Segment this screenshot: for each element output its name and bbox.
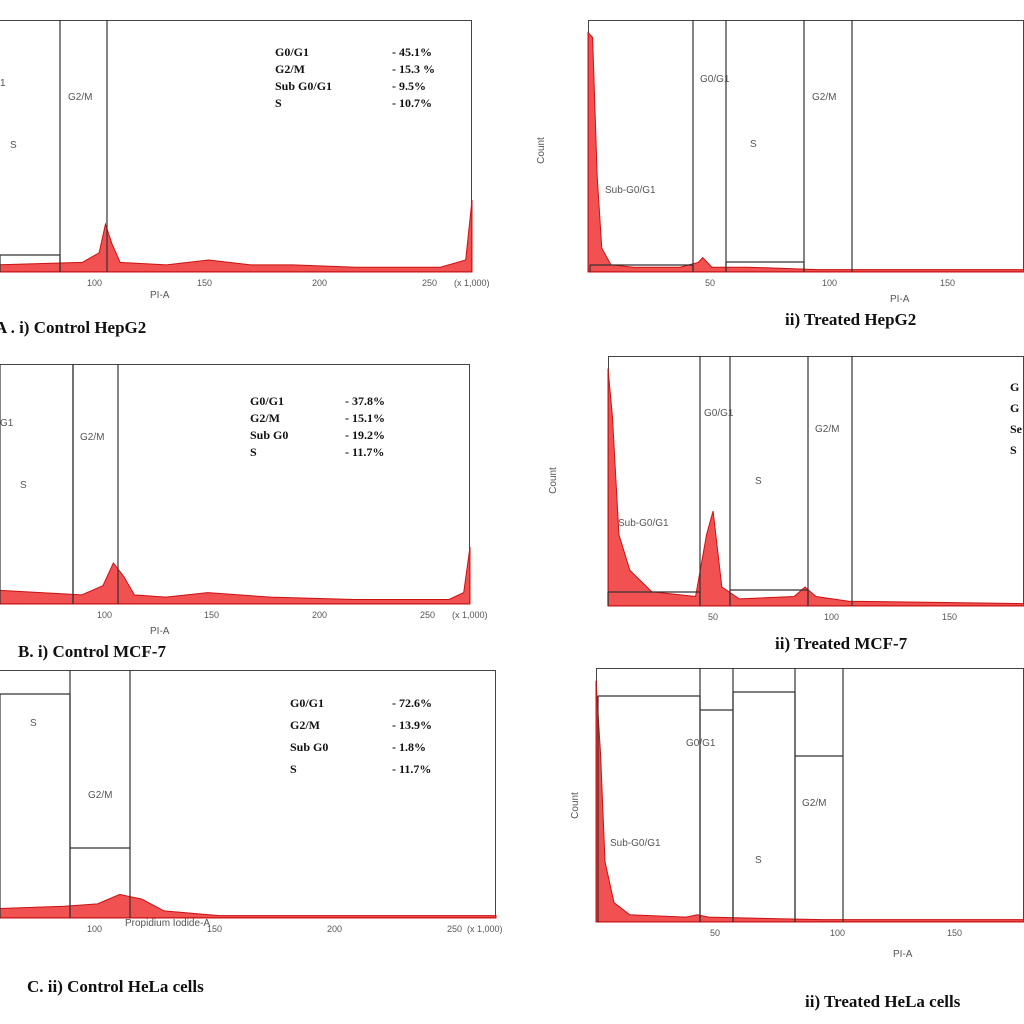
x-tick-label: 100: [824, 612, 840, 622]
gate-label: S: [755, 476, 762, 487]
plot-frame: [0, 670, 496, 918]
x-tick-label: 150: [942, 612, 958, 622]
x-tick-label: (x 1,000): [467, 924, 503, 934]
x-tick-label: (x 1,000): [454, 278, 490, 288]
x-tick-label: 200: [312, 278, 328, 288]
chart-title: ii) Treated MCF-7: [775, 634, 908, 653]
x-tick-label: 200: [327, 924, 343, 934]
gate-label: G2/M: [812, 92, 837, 103]
x-axis-label: Propidium Iodide-A: [125, 918, 211, 929]
gate-label: Sub-G0/G1: [610, 838, 661, 849]
stat-name: Sub G0/G1: [275, 79, 333, 93]
stat-value: - 72.6%: [392, 696, 432, 710]
plot-frame: [0, 20, 472, 272]
stat-name: G2/M: [290, 718, 320, 732]
x-tick-label: 150: [207, 924, 223, 934]
y-axis-label: Count: [569, 792, 581, 819]
stat-value: - 1.8%: [392, 740, 426, 754]
gate-label: G2/M: [80, 432, 105, 443]
x-tick-label: 250: [447, 924, 463, 934]
gate-label: G2/M: [88, 790, 113, 801]
stat-value: - 11.7%: [392, 762, 432, 776]
x-tick-label: 150: [204, 610, 220, 620]
x-axis-label: PI-A: [890, 294, 910, 305]
x-tick-label: 100: [87, 278, 103, 288]
stat-name: G2/M: [275, 62, 305, 76]
stat-name: Sub G0: [250, 428, 289, 442]
gate-label: G2/M: [815, 424, 840, 435]
x-axis-label: PI-A: [150, 290, 170, 301]
x-tick-label: 150: [940, 278, 956, 288]
histogram-area: [595, 680, 1024, 923]
gate-label: G0/G1: [686, 738, 716, 749]
stat-name: G0/G1: [275, 45, 310, 59]
plot-frame: [588, 20, 1024, 272]
stat-value: - 11.7%: [345, 445, 385, 459]
x-axis-label: PI-A: [893, 949, 913, 960]
x-tick-label: 250: [422, 278, 438, 288]
histogram-area: [0, 200, 473, 273]
gate-label: G0/G1: [704, 408, 734, 419]
stat-value: - 10.7%: [392, 96, 432, 110]
stat-name: Se: [1010, 422, 1022, 436]
stat-value: - 19.2%: [345, 428, 385, 442]
stat-value: - 45.1%: [392, 45, 432, 59]
stat-name: G: [1010, 401, 1020, 415]
x-tick-label: 250: [420, 610, 436, 620]
gate-label: G2/M: [68, 92, 93, 103]
gate-label: G2/M: [802, 798, 827, 809]
stat-value: - 15.1%: [345, 411, 385, 425]
stat-name: G0/G1: [290, 696, 325, 710]
gate-label: S: [750, 139, 757, 150]
gate-label: S: [20, 480, 27, 491]
chart-title: ii) Treated HepG2: [785, 310, 917, 329]
stat-name: G2/M: [250, 411, 280, 425]
x-tick-label: 50: [705, 278, 716, 288]
stat-name: Sub G0: [290, 740, 329, 754]
x-tick-label: 50: [708, 612, 719, 622]
stat-name: S: [250, 445, 257, 459]
x-tick-label: 50: [710, 928, 721, 938]
stat-name: S: [275, 96, 282, 110]
plot-frame: [596, 668, 1024, 922]
plot-frame: [0, 364, 470, 604]
x-tick-label: 150: [197, 278, 213, 288]
gate-label: S: [30, 718, 37, 729]
stat-name: S: [1010, 443, 1017, 457]
gate-label: 1: [0, 78, 6, 89]
gate-label: G1: [0, 418, 14, 429]
x-tick-label: 100: [87, 924, 103, 934]
chart-title: A . i) Control HepG2: [0, 318, 147, 337]
x-tick-label: (x 1,000): [452, 610, 488, 620]
stat-value: - 37.8%: [345, 394, 385, 408]
gate-label: S: [10, 140, 17, 151]
histogram-area: [0, 893, 497, 919]
stat-name: S: [290, 762, 297, 776]
x-tick-label: 150: [947, 928, 963, 938]
x-axis-label: PI-A: [150, 626, 170, 637]
stat-name: G: [1010, 380, 1020, 394]
gate-label: Sub-G0/G1: [618, 518, 669, 529]
chart-title: C. ii) Control HeLa cells: [27, 977, 204, 996]
x-tick-label: 100: [830, 928, 846, 938]
stat-value: - 9.5%: [392, 79, 426, 93]
chart-title: B. i) Control MCF-7: [18, 642, 166, 661]
x-tick-label: 100: [822, 278, 838, 288]
histogram-area: [607, 368, 1024, 607]
gate-label: S: [755, 855, 762, 866]
gate-label: Sub-G0/G1: [605, 185, 656, 196]
chart-title: ii) Treated HeLa cells: [805, 992, 961, 1011]
stat-name: G0/G1: [250, 394, 285, 408]
x-tick-label: 200: [312, 610, 328, 620]
stat-value: - 13.9%: [392, 718, 432, 732]
stat-value: - 15.3 %: [392, 62, 435, 76]
gate-label: G0/G1: [700, 74, 730, 85]
x-tick-label: 100: [97, 610, 113, 620]
